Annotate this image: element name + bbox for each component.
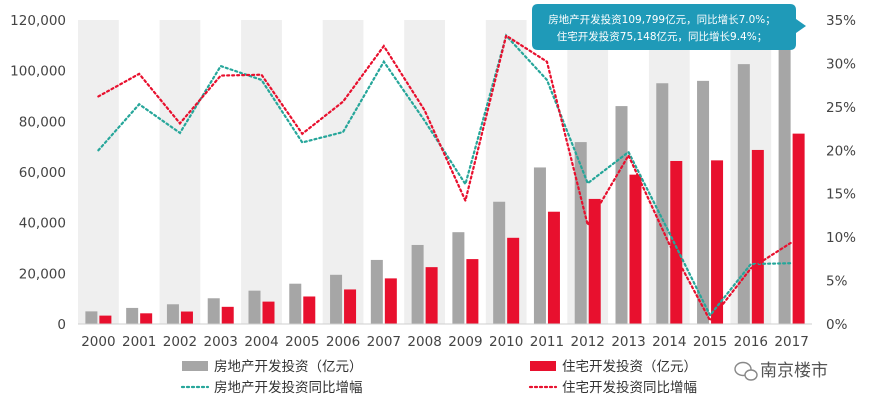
annotation-callout-box	[532, 4, 806, 50]
legend-label: 住宅开发投资同比增幅	[562, 380, 697, 396]
y-left-tick-label: 100,000	[10, 64, 66, 80]
y-left-tick-label: 60,000	[19, 165, 66, 181]
x-tick-label: 2011	[530, 334, 564, 350]
y-left-tick-label: 0	[57, 317, 66, 333]
bar-real-estate-investment	[778, 45, 791, 325]
x-tick-label: 2013	[611, 334, 645, 350]
bar-residential-investment	[629, 174, 642, 324]
background-band	[159, 20, 201, 324]
legend-swatch-bar	[530, 361, 556, 371]
bar-real-estate-investment	[126, 307, 139, 324]
background-band	[241, 20, 282, 324]
x-tick-label: 2012	[571, 334, 605, 350]
legend-swatch-bar	[182, 361, 208, 371]
x-tick-label: 2014	[652, 334, 686, 350]
bar-residential-investment	[99, 315, 112, 324]
background-band	[322, 20, 364, 324]
y-right-tick-label: 5%	[826, 274, 848, 290]
x-tick-label: 2004	[244, 334, 278, 350]
y-right-tick-label: 20%	[826, 143, 856, 159]
annotation-line: 住宅开发投资75,148亿元，同比增长9.4%；	[557, 30, 767, 43]
bar-residential-investment	[180, 311, 193, 324]
bar-residential-investment	[303, 296, 316, 324]
bar-real-estate-investment	[207, 298, 220, 324]
bar-residential-investment	[425, 267, 438, 324]
bar-real-estate-investment	[248, 290, 261, 324]
y-right-tick-label: 30%	[826, 56, 856, 72]
y-right-tick-label: 25%	[826, 100, 856, 116]
bar-real-estate-investment	[574, 142, 587, 324]
x-tick-label: 2001	[122, 334, 156, 350]
x-tick-label: 2003	[204, 334, 238, 350]
x-tick-label: 2000	[81, 334, 115, 350]
bar-residential-investment	[384, 278, 397, 324]
x-tick-label: 2010	[489, 334, 523, 350]
bar-real-estate-investment	[656, 83, 669, 325]
x-tick-label: 2008	[407, 334, 441, 350]
legend-label: 房地产开发投资同比增幅	[214, 380, 363, 396]
bar-residential-investment	[507, 237, 520, 324]
bar-residential-investment	[670, 160, 683, 324]
watermark-text: 南京楼市	[760, 361, 828, 381]
bar-real-estate-investment	[330, 274, 343, 324]
annotation-line: 房地产开发投资109,799亿元，同比增长7.0%；	[548, 13, 776, 26]
x-tick-label: 2006	[326, 334, 360, 350]
bar-residential-investment	[262, 301, 275, 324]
y-left-tick-label: 40,000	[19, 216, 66, 232]
y-right-tick-label: 0%	[826, 317, 848, 333]
y-right-tick-label: 10%	[826, 230, 856, 246]
x-tick-label: 2002	[163, 334, 197, 350]
legend-label: 房地产开发投资（亿元）	[214, 359, 363, 375]
x-tick-label: 2007	[367, 334, 401, 350]
background-band	[404, 20, 445, 324]
x-tick-label: 2009	[448, 334, 482, 350]
bar-real-estate-investment	[493, 201, 506, 324]
bar-residential-investment	[547, 211, 560, 324]
wechat-icon	[734, 361, 758, 381]
bar-residential-investment	[344, 289, 357, 324]
wechat-icon-bubble-large	[734, 361, 752, 377]
line-residential-growth	[97, 33, 793, 323]
bar-real-estate-investment	[411, 244, 424, 324]
x-tick-label: 2015	[693, 334, 727, 350]
bar-real-estate-investment	[697, 80, 710, 324]
wechat-icon-bubble-small	[744, 369, 758, 381]
x-tick-label: 2016	[734, 334, 768, 350]
bar-real-estate-investment	[166, 304, 179, 324]
bar-residential-investment	[221, 306, 234, 324]
y-left-tick-label: 120,000	[10, 13, 66, 29]
background-band	[648, 20, 690, 324]
bar-real-estate-investment	[289, 283, 302, 324]
x-tick-label: 2017	[774, 334, 808, 350]
bar-residential-investment	[140, 313, 153, 324]
bar-real-estate-investment	[85, 311, 98, 324]
y-right-tick-label: 15%	[826, 187, 856, 203]
y-left-tick-label: 80,000	[19, 114, 66, 130]
x-tick-label: 2005	[285, 334, 319, 350]
background-band	[730, 20, 772, 324]
bar-real-estate-investment	[615, 106, 628, 324]
y-left-tick-label: 20,000	[19, 266, 66, 282]
bar-real-estate-investment	[737, 64, 750, 324]
bar-real-estate-investment	[452, 232, 465, 324]
bar-residential-investment	[588, 198, 601, 324]
bar-residential-investment	[466, 259, 479, 324]
bar-residential-investment	[792, 133, 805, 324]
bar-real-estate-investment	[533, 167, 546, 324]
legend-label: 住宅开发投资（亿元）	[562, 359, 697, 375]
y-right-tick-label: 35%	[826, 13, 856, 29]
line-real-estate-growth	[97, 33, 793, 318]
bar-residential-investment	[711, 160, 724, 324]
background-band	[485, 20, 527, 324]
bar-residential-investment	[751, 149, 764, 324]
bar-real-estate-investment	[370, 259, 383, 324]
background-band	[78, 20, 119, 324]
